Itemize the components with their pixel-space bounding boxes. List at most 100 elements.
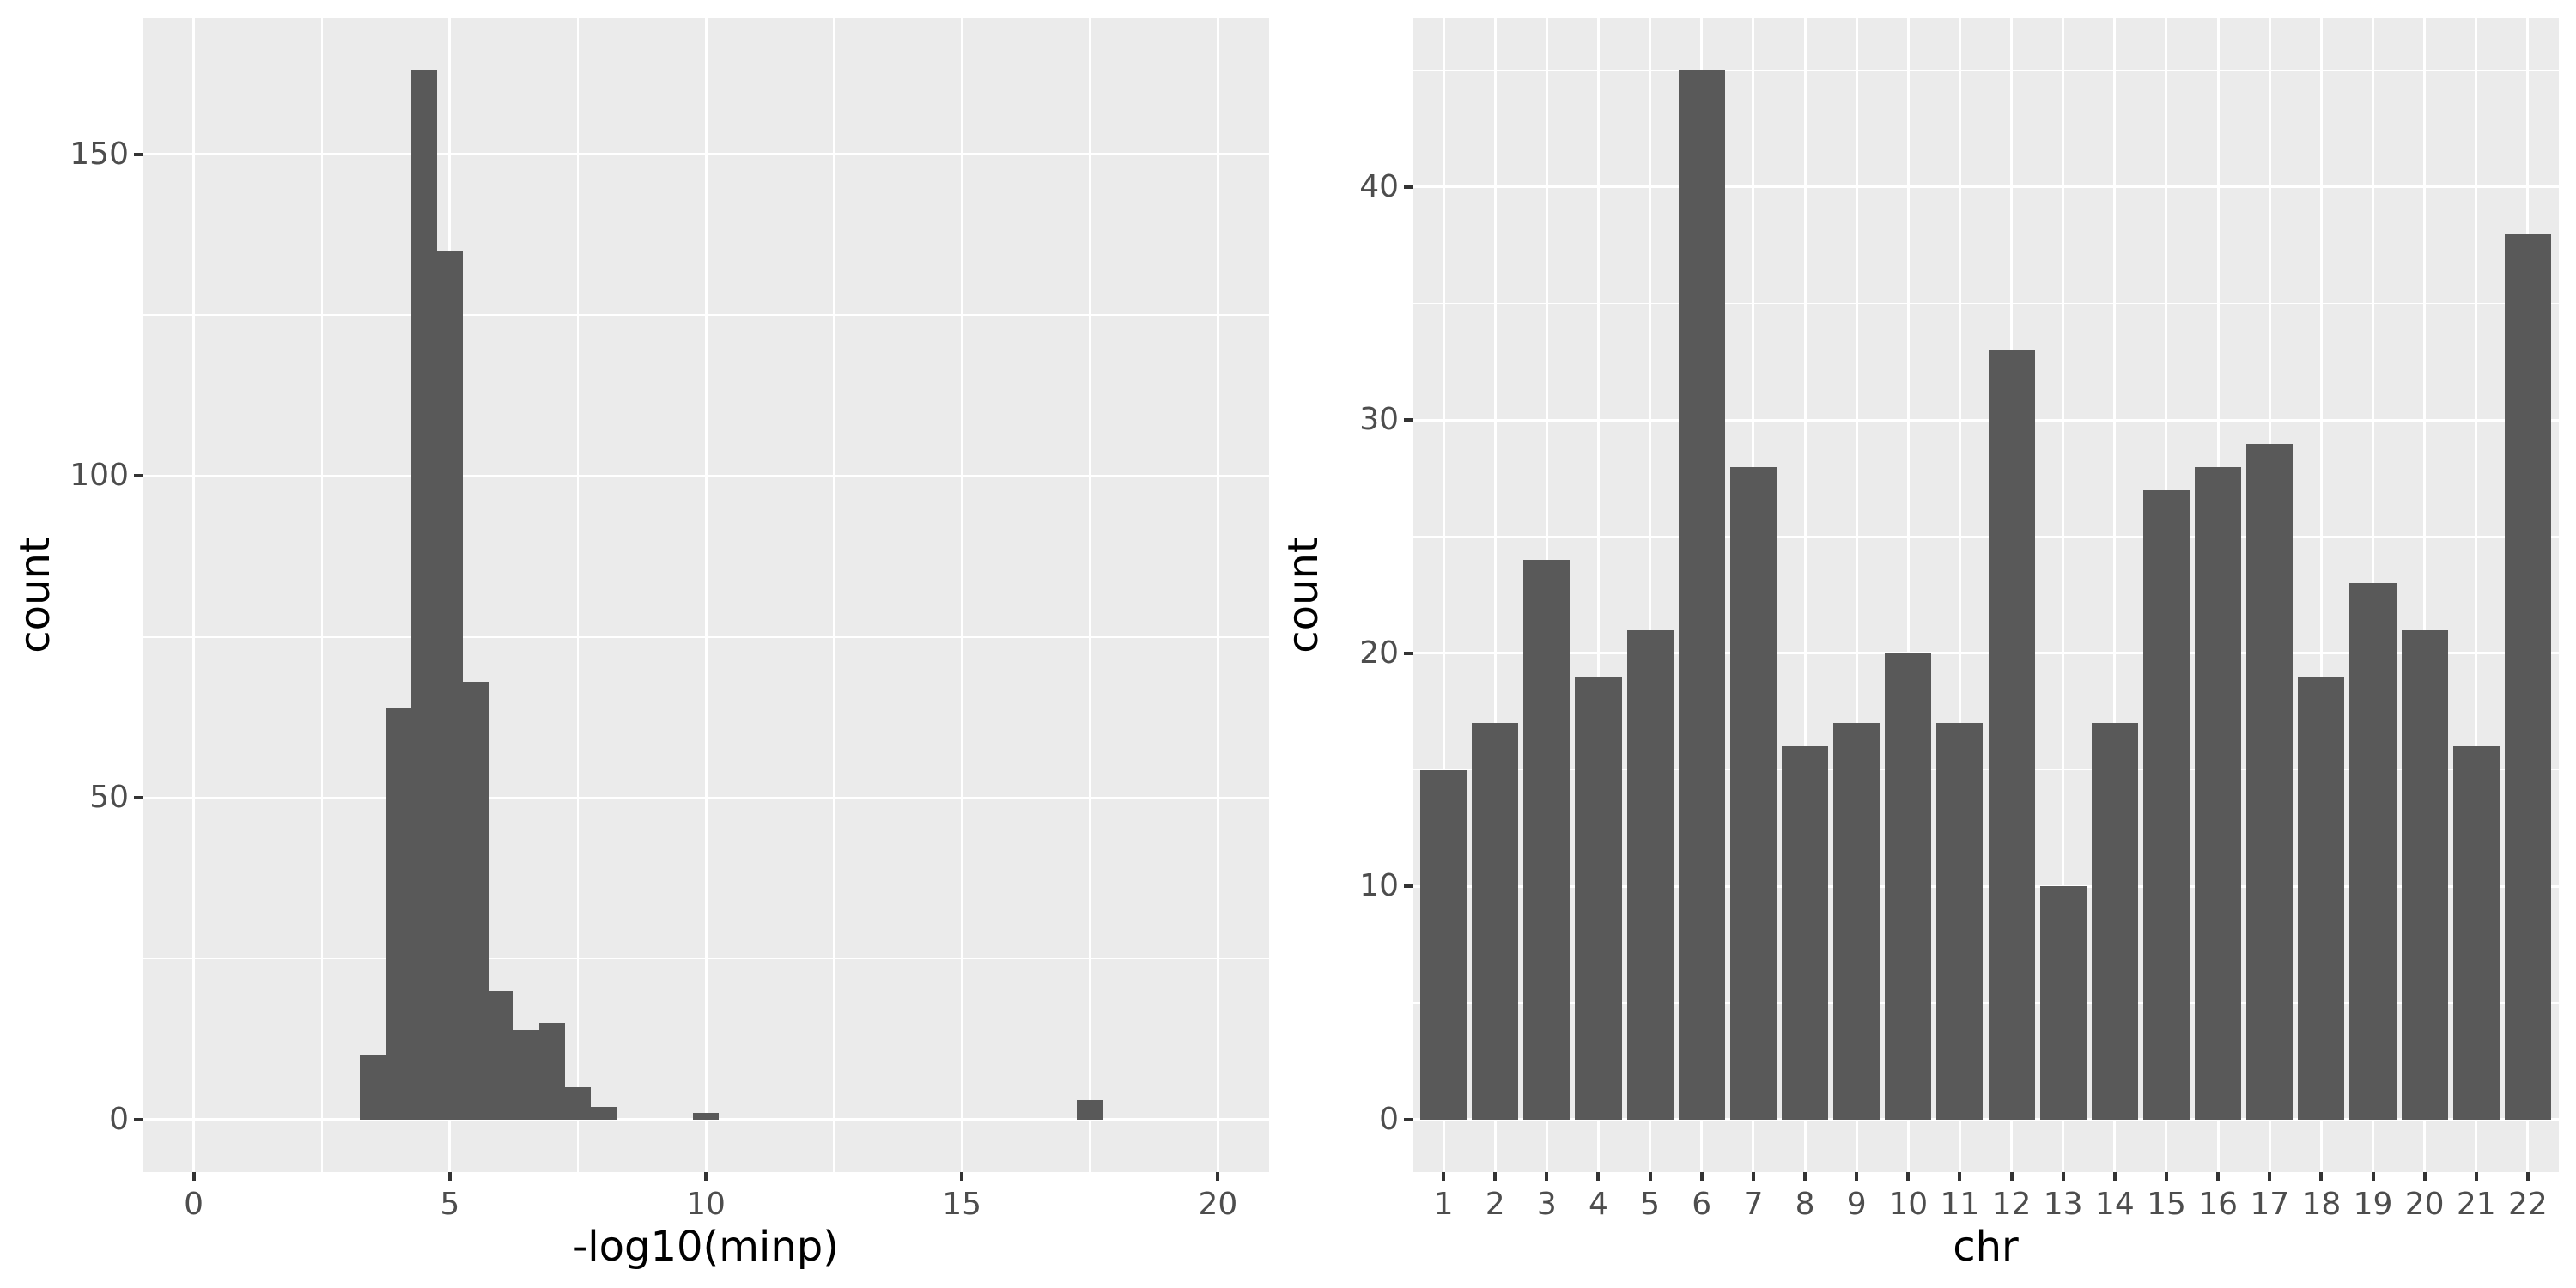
x-tick-mark <box>1545 1172 1549 1181</box>
x-tick-label: 14 <box>2094 1187 2135 1222</box>
histogram-bar <box>386 708 412 1120</box>
x-tick-mark <box>447 1172 452 1181</box>
x-tick-label: 5 <box>440 1187 460 1222</box>
gridline-minor-v <box>833 18 835 1172</box>
gridline-minor-h <box>1413 1002 2559 1004</box>
bar-chr-1 <box>1420 769 1467 1120</box>
x-tick-mark <box>1751 1172 1755 1181</box>
y-tick-mark <box>1404 418 1413 422</box>
gridline-major-h <box>1413 1118 2559 1121</box>
x-tick-label: 15 <box>942 1187 982 1222</box>
histogram-bar <box>539 1023 565 1120</box>
x-tick-mark <box>2112 1172 2117 1181</box>
gridline-major-v <box>192 18 196 1172</box>
y-tick-mark <box>1404 651 1413 655</box>
y-tick-label: 150 <box>70 136 129 172</box>
x-tick-mark <box>1803 1172 1807 1181</box>
x-tick-mark <box>704 1172 708 1181</box>
gridline-major-h <box>1413 185 2559 189</box>
x-tick-label: 10 <box>1888 1187 1929 1222</box>
histogram-bar <box>1077 1100 1103 1120</box>
gridline-major-h <box>1413 884 2559 888</box>
x-tick-label: 9 <box>1846 1187 1867 1222</box>
gridline-major-v <box>704 18 708 1172</box>
bar-chr-3 <box>1523 560 1571 1120</box>
bar-chr-15 <box>2142 489 2190 1120</box>
x-tick-label: 17 <box>2250 1187 2290 1222</box>
gridline-major-h <box>1413 652 2559 655</box>
y-tick-label: 40 <box>1359 168 1399 204</box>
x-tick-label: 15 <box>2147 1187 2186 1222</box>
gridline-major-v <box>1855 18 1858 1172</box>
y-tick-label: 30 <box>1359 402 1399 438</box>
gridline-major-v <box>2062 18 2065 1172</box>
x-tick-mark <box>1216 1172 1220 1181</box>
gridline-minor-h <box>1413 70 2559 71</box>
histogram-bar <box>411 70 437 1120</box>
y-tick-label: 100 <box>70 458 129 494</box>
gridline-major-v <box>2475 18 2478 1172</box>
x-tick-mark <box>1442 1172 1446 1181</box>
x-tick-label: 2 <box>1485 1187 1505 1222</box>
x-tick-mark <box>2474 1172 2478 1181</box>
histogram-bar <box>590 1106 617 1120</box>
histogram-bar <box>488 990 514 1120</box>
gridline-minor-h <box>1413 536 2559 538</box>
histogram-bar <box>693 1113 719 1120</box>
x-tick-mark <box>2525 1172 2530 1181</box>
bar-chr-9 <box>1833 723 1880 1120</box>
x-axis-title-chr: chr <box>1953 1223 2019 1271</box>
bar-chr-12 <box>1988 349 2035 1120</box>
gridline-major-v <box>1803 18 1807 1172</box>
x-tick-label: 12 <box>1991 1187 2032 1222</box>
x-tick-label: 7 <box>1743 1187 1764 1222</box>
y-tick-mark <box>1404 884 1413 889</box>
x-tick-label: 16 <box>2198 1187 2238 1222</box>
x-tick-label: 1 <box>1433 1187 1454 1222</box>
y-tick-mark <box>134 474 143 478</box>
bar-chr-8 <box>1781 746 1829 1120</box>
gridline-major-v <box>1596 18 1600 1172</box>
x-tick-mark <box>191 1172 196 1181</box>
bar-chr-10 <box>1885 653 1932 1120</box>
y-tick-mark <box>1404 1117 1413 1121</box>
x-tick-label: 0 <box>184 1187 204 1222</box>
y-tick-label: 0 <box>109 1101 129 1137</box>
gridline-major-v <box>1649 18 1652 1172</box>
x-tick-mark <box>1958 1172 1962 1181</box>
y-tick-mark <box>134 152 143 156</box>
bar-chr-18 <box>2298 677 2345 1120</box>
histogram-bar <box>513 1029 540 1120</box>
gridline-major-v <box>1442 18 1445 1172</box>
x-tick-label: 18 <box>2301 1187 2342 1222</box>
x-tick-mark <box>2371 1172 2375 1181</box>
gridline-minor-v <box>577 18 579 1172</box>
x-tick-mark <box>1596 1172 1601 1181</box>
gridline-major-v <box>1493 18 1497 1172</box>
x-tick-label: 3 <box>1536 1187 1557 1222</box>
x-tick-mark <box>2422 1172 2427 1181</box>
y-axis-title-count-left: count <box>11 537 59 653</box>
gridline-major-v <box>2423 18 2427 1172</box>
histogram-bar <box>436 250 463 1120</box>
gridline-major-v <box>1216 18 1219 1172</box>
gridline-major-v <box>1906 18 1910 1172</box>
x-tick-label: 8 <box>1795 1187 1815 1222</box>
bar-chr-4 <box>1575 677 1622 1120</box>
histogram-bar <box>360 1054 386 1120</box>
gridline-minor-v <box>320 18 323 1172</box>
x-tick-mark <box>1906 1172 1911 1181</box>
x-tick-mark <box>1493 1172 1498 1181</box>
x-tick-mark <box>1648 1172 1652 1181</box>
x-tick-mark <box>1855 1172 1859 1181</box>
bar-chr-16 <box>2195 466 2242 1120</box>
x-tick-label: 10 <box>686 1187 726 1222</box>
bar-chr-6 <box>1678 70 1725 1120</box>
x-tick-mark <box>2061 1172 2065 1181</box>
x-tick-mark <box>2164 1172 2168 1181</box>
x-tick-label: 22 <box>2508 1187 2548 1222</box>
x-tick-label: 19 <box>2353 1187 2393 1222</box>
gridline-major-v <box>960 18 963 1172</box>
y-tick-label: 50 <box>89 780 129 816</box>
